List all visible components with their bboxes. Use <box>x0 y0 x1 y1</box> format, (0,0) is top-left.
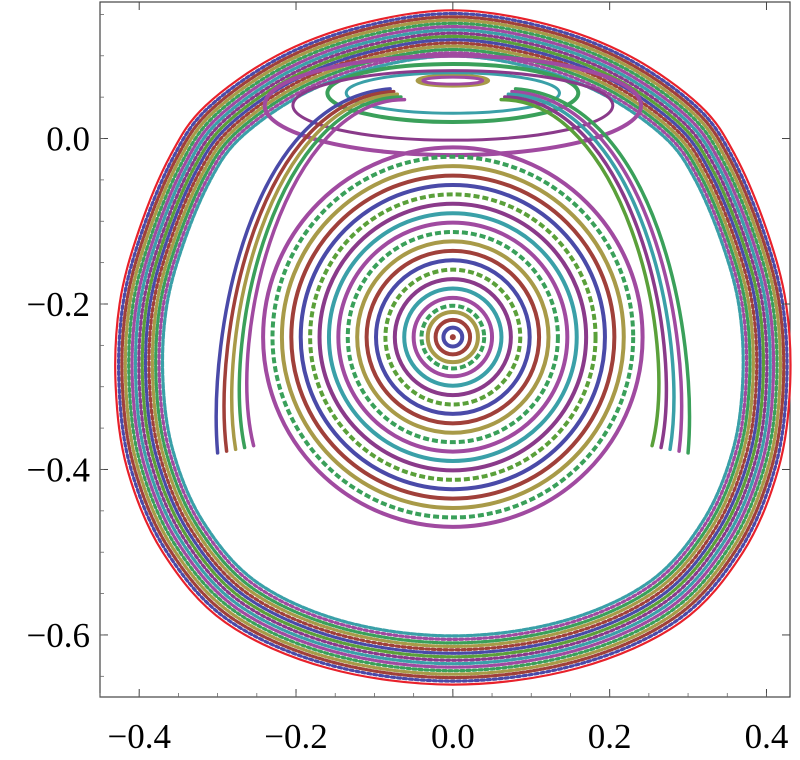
lobe-island-orbit <box>510 89 684 453</box>
lobe-island-orbit <box>237 95 403 450</box>
boundary-curve <box>114 9 792 686</box>
lobe-island-orbit <box>513 87 692 455</box>
lobe-island-orbit <box>499 97 661 448</box>
central-island-orbit <box>308 192 598 482</box>
orbit-band <box>133 28 772 666</box>
central-island-orbit <box>411 295 495 379</box>
central-island-orbit <box>374 258 532 416</box>
lobe-island-orbit <box>214 87 392 455</box>
orbit-band <box>117 11 789 683</box>
x-tick-label: 0.4 <box>745 717 789 756</box>
central-island-orbit <box>355 239 551 435</box>
orbit-band <box>154 47 752 645</box>
central-island-orbit <box>336 220 570 454</box>
y-tick-label: −0.6 <box>27 616 91 655</box>
orbit-band <box>137 31 769 662</box>
crescent-island-orbit <box>325 62 581 124</box>
orbit-band <box>130 24 776 669</box>
data-layer <box>117 11 789 683</box>
lobe-island-orbit <box>222 89 396 453</box>
central-island-orbit <box>392 277 513 398</box>
central-island-orbit <box>298 182 607 492</box>
orbit-band <box>147 41 759 652</box>
orbit-band <box>120 15 786 680</box>
orbit-band <box>140 34 766 659</box>
y-tick-label: 0.0 <box>46 120 90 159</box>
central-island-orbit <box>419 303 487 371</box>
lobe-island-orbit <box>245 97 407 448</box>
lobe-island-orbit <box>506 92 676 452</box>
lobe-island-orbit <box>230 92 400 452</box>
central-island-orbit <box>326 211 579 463</box>
central-island-orbit <box>279 164 626 511</box>
crescent-island-orbit <box>291 69 615 142</box>
x-tick-label: −0.4 <box>107 717 171 756</box>
orbit-band <box>150 44 755 649</box>
central-island-orbit <box>261 145 645 529</box>
x-tick-label: −0.2 <box>264 717 328 756</box>
central-island-orbit <box>289 173 617 501</box>
central-island-orbit <box>425 309 480 365</box>
crescent-island-orbit <box>344 71 561 115</box>
y-tick-label: −0.2 <box>27 285 91 324</box>
orbit-band <box>123 18 782 676</box>
boundary-layer <box>114 9 792 686</box>
orbit-band <box>143 38 762 655</box>
orbit-band <box>157 51 749 642</box>
central-island-orbit <box>383 267 523 407</box>
central-island-orbit <box>364 248 542 426</box>
ticks-layer: −0.4 −0.2 0.0 0.2 0.4 0.0 −0.2 −0.4 −0.6 <box>27 2 790 756</box>
x-tick-label: 0.2 <box>588 717 632 756</box>
central-island-orbit <box>441 325 465 349</box>
center-fixed-point <box>449 334 456 341</box>
central-island-orbit <box>402 286 504 388</box>
central-island-orbit <box>270 154 636 520</box>
crescent-island-orbit <box>421 75 485 86</box>
orbit-band <box>160 54 745 638</box>
y-tick-label: −0.4 <box>27 450 91 489</box>
x-tick-label: 0.0 <box>431 717 475 756</box>
central-island-orbit <box>433 317 473 357</box>
central-island-orbit <box>345 230 560 445</box>
lobe-island-orbit <box>503 95 669 450</box>
central-island-orbit <box>317 201 589 473</box>
orbit-band <box>127 21 779 673</box>
